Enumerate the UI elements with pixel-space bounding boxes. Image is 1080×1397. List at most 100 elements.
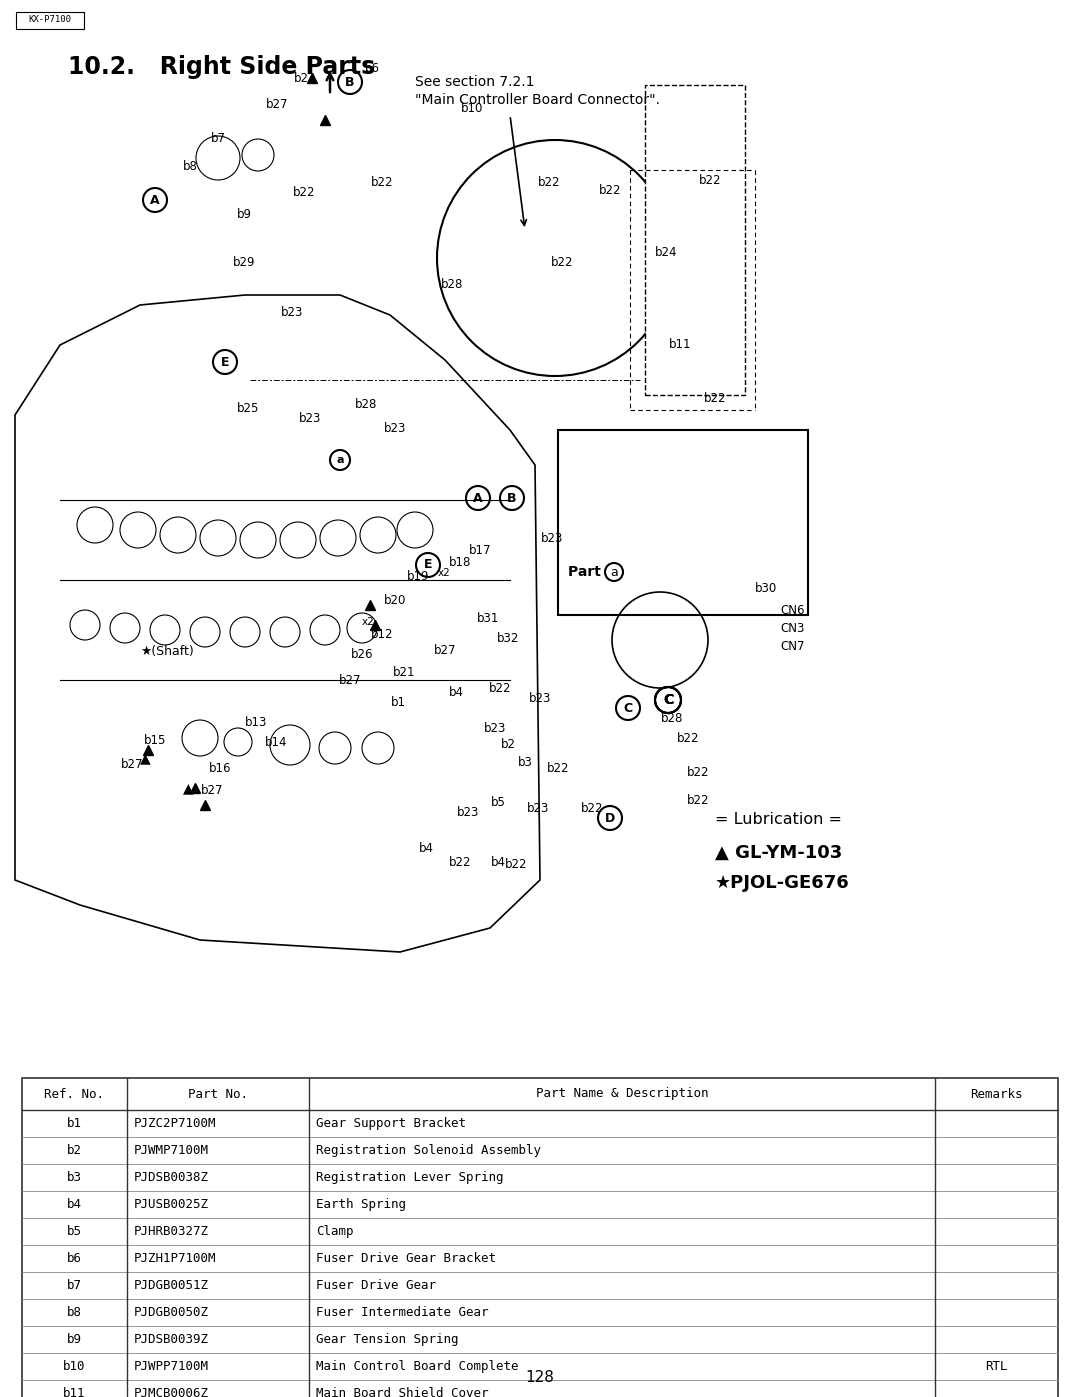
Text: ★(Shaft): ★(Shaft) bbox=[140, 645, 193, 658]
Text: b11: b11 bbox=[64, 1387, 85, 1397]
Text: b7: b7 bbox=[67, 1280, 82, 1292]
Text: ▲ GL-YM-103: ▲ GL-YM-103 bbox=[715, 844, 842, 862]
Text: b27: b27 bbox=[339, 673, 361, 686]
Text: A: A bbox=[150, 194, 160, 207]
Text: PJUSB0025Z: PJUSB0025Z bbox=[134, 1199, 210, 1211]
Text: b3: b3 bbox=[67, 1171, 82, 1185]
Text: Part Name & Description: Part Name & Description bbox=[536, 1087, 708, 1101]
Text: b10: b10 bbox=[64, 1361, 85, 1373]
Text: Ref. No.: Ref. No. bbox=[44, 1087, 105, 1101]
Text: x2: x2 bbox=[362, 617, 375, 627]
Text: PJMCB0006Z: PJMCB0006Z bbox=[134, 1387, 210, 1397]
Text: KX-P7100: KX-P7100 bbox=[28, 15, 71, 25]
Text: Gear Tension Spring: Gear Tension Spring bbox=[316, 1333, 459, 1345]
Text: Clamp: Clamp bbox=[316, 1225, 353, 1238]
Text: 10.2.   Right Side Parts: 10.2. Right Side Parts bbox=[68, 54, 375, 80]
Text: b10: b10 bbox=[461, 102, 483, 115]
Text: b14: b14 bbox=[265, 735, 287, 749]
Text: b23: b23 bbox=[541, 531, 563, 545]
Text: b6: b6 bbox=[365, 61, 379, 74]
Text: b5: b5 bbox=[490, 795, 505, 809]
Text: B: B bbox=[346, 75, 354, 88]
Text: Fuser Drive Gear Bracket: Fuser Drive Gear Bracket bbox=[316, 1252, 496, 1266]
Text: See section 7.2.1: See section 7.2.1 bbox=[415, 75, 535, 89]
Text: b5: b5 bbox=[67, 1225, 82, 1238]
Text: b22: b22 bbox=[489, 682, 511, 694]
Text: PJWMP7100M: PJWMP7100M bbox=[134, 1144, 210, 1157]
Text: PJHRB0327Z: PJHRB0327Z bbox=[134, 1225, 210, 1238]
Text: Fuser Drive Gear: Fuser Drive Gear bbox=[316, 1280, 436, 1292]
Text: PJDSB0039Z: PJDSB0039Z bbox=[134, 1333, 210, 1345]
Text: Part No.: Part No. bbox=[188, 1087, 248, 1101]
Text: b18: b18 bbox=[449, 556, 471, 569]
Text: b4: b4 bbox=[448, 686, 463, 700]
Text: = Lubrication =: = Lubrication = bbox=[715, 812, 842, 827]
Text: b24: b24 bbox=[654, 246, 677, 258]
Text: b27: b27 bbox=[201, 784, 224, 796]
Text: b11: b11 bbox=[669, 338, 691, 352]
Text: b23: b23 bbox=[529, 692, 551, 704]
Text: b22: b22 bbox=[449, 855, 471, 869]
Text: CN3: CN3 bbox=[780, 622, 805, 634]
Bar bbox=[558, 430, 808, 615]
Text: b22: b22 bbox=[677, 732, 699, 745]
Text: ▲: ▲ bbox=[139, 752, 150, 766]
Text: b4: b4 bbox=[490, 855, 505, 869]
Text: b13: b13 bbox=[245, 715, 267, 728]
Text: Main Control Board Complete: Main Control Board Complete bbox=[316, 1361, 518, 1373]
Text: E: E bbox=[423, 559, 432, 571]
Text: Fuser Intermediate Gear: Fuser Intermediate Gear bbox=[316, 1306, 488, 1319]
Text: C: C bbox=[663, 693, 673, 707]
Text: Remarks: Remarks bbox=[970, 1087, 1023, 1101]
Text: b25: b25 bbox=[237, 401, 259, 415]
Text: b32: b32 bbox=[497, 631, 519, 644]
Text: b1: b1 bbox=[391, 696, 405, 708]
Text: ▲: ▲ bbox=[183, 781, 193, 795]
Text: PJWPP7100M: PJWPP7100M bbox=[134, 1361, 210, 1373]
Text: b19: b19 bbox=[407, 570, 429, 583]
Text: b8: b8 bbox=[183, 159, 198, 172]
Text: PJZC2P7100M: PJZC2P7100M bbox=[134, 1118, 216, 1130]
Text: b6: b6 bbox=[67, 1252, 82, 1266]
Text: b28: b28 bbox=[441, 278, 463, 292]
Text: A: A bbox=[473, 492, 483, 504]
Text: C: C bbox=[663, 693, 673, 707]
Text: b22: b22 bbox=[699, 173, 721, 187]
Text: b29: b29 bbox=[233, 256, 255, 268]
Text: b16: b16 bbox=[208, 761, 231, 774]
Text: ★PJOL-GE676: ★PJOL-GE676 bbox=[715, 875, 850, 893]
Text: b28: b28 bbox=[661, 711, 684, 725]
Text: b9: b9 bbox=[237, 208, 252, 222]
Text: b22: b22 bbox=[551, 256, 573, 268]
Text: B: B bbox=[508, 492, 516, 504]
Text: b12: b12 bbox=[370, 629, 393, 641]
Text: PJZH1P7100M: PJZH1P7100M bbox=[134, 1252, 216, 1266]
Text: b22: b22 bbox=[504, 858, 527, 870]
Text: b22: b22 bbox=[581, 802, 604, 814]
Text: b23: b23 bbox=[383, 422, 406, 434]
Text: PJDSB0038Z: PJDSB0038Z bbox=[134, 1171, 210, 1185]
Text: b23: b23 bbox=[281, 306, 303, 320]
Text: CN7: CN7 bbox=[780, 640, 805, 652]
Text: b7: b7 bbox=[211, 131, 226, 144]
Text: x2: x2 bbox=[437, 569, 450, 578]
Text: b15: b15 bbox=[144, 733, 166, 746]
Text: b20: b20 bbox=[383, 594, 406, 606]
Text: C: C bbox=[663, 693, 673, 707]
Text: b2: b2 bbox=[67, 1144, 82, 1157]
Text: b23: b23 bbox=[484, 721, 507, 735]
Text: Registration Lever Spring: Registration Lever Spring bbox=[316, 1171, 503, 1185]
Text: b9: b9 bbox=[67, 1333, 82, 1345]
Text: b22: b22 bbox=[687, 793, 710, 806]
Text: a: a bbox=[336, 455, 343, 465]
Bar bbox=[16, 13, 84, 29]
Text: b4: b4 bbox=[419, 841, 433, 855]
Text: b23: b23 bbox=[299, 412, 321, 425]
Text: "Main Controller Board Connector".: "Main Controller Board Connector". bbox=[415, 94, 660, 108]
Text: b22: b22 bbox=[598, 183, 621, 197]
Text: PJDGB0050Z: PJDGB0050Z bbox=[134, 1306, 210, 1319]
Text: 128: 128 bbox=[526, 1370, 554, 1386]
Text: Registration Solenoid Assembly: Registration Solenoid Assembly bbox=[316, 1144, 541, 1157]
Text: Part: Part bbox=[568, 564, 606, 578]
Text: RTL: RTL bbox=[985, 1361, 1008, 1373]
